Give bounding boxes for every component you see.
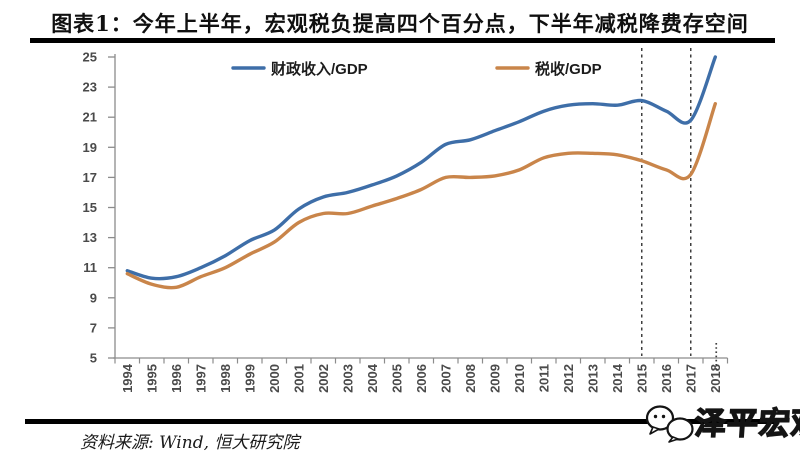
x-tick-label: 2010 xyxy=(512,364,527,393)
x-tick-label: 1995 xyxy=(144,364,159,393)
fiscal-revenue-gdp-line xyxy=(125,55,717,281)
x-tick-label: 1996 xyxy=(169,364,184,393)
x-tick-label: 2003 xyxy=(340,364,355,393)
x-tick-label: 2007 xyxy=(438,364,453,393)
y-tick-label: 9 xyxy=(90,290,97,305)
y-tick-label: 11 xyxy=(83,260,97,275)
title-divider xyxy=(30,38,775,43)
legend-label-fiscal-revenue: 财政收入/GDP xyxy=(271,60,368,78)
x-tick-label: 2005 xyxy=(389,364,404,393)
x-tick-label: 2004 xyxy=(365,363,380,393)
y-tick-label: 7 xyxy=(90,320,97,335)
y-tick-label: 25 xyxy=(83,50,97,65)
source-text: 资料来源: Wind, 恒大研究院 xyxy=(80,433,300,453)
x-tick-label: 2001 xyxy=(291,364,306,393)
dashed-vlines xyxy=(641,48,692,356)
plot-series xyxy=(125,55,717,290)
x-tick-label: 1994 xyxy=(120,363,135,393)
x-tick-label: 2015 xyxy=(634,364,649,393)
x-tick-label: 2012 xyxy=(561,364,576,393)
x-tick-label: 2011 xyxy=(536,364,551,392)
tax-gdp-line xyxy=(125,102,717,290)
x-tick-label: 2013 xyxy=(585,364,600,393)
x-tick-label: 2018 xyxy=(708,364,723,393)
x-tick-label: 2008 xyxy=(463,364,478,393)
chart-title: 图表1：今年上半年，宏观税负提高四个百分点，下半年减税降费存空间 xyxy=(51,11,749,36)
y-tick-label: 13 xyxy=(83,230,97,245)
x-tick-label: 2002 xyxy=(316,364,331,393)
x-tick-label: 2009 xyxy=(487,364,502,393)
x-tick-label: 2006 xyxy=(414,364,429,393)
legend: 财政收入/GDP 税收/GDP xyxy=(231,60,602,78)
x-tick-label: 1998 xyxy=(218,364,233,393)
legend-label-tax: 税收/GDP xyxy=(535,60,602,78)
y-tick-label: 15 xyxy=(83,200,97,215)
brand-watermark: 泽平宏观 xyxy=(645,403,800,445)
x-tick-label: 2000 xyxy=(267,364,282,393)
y-tick-label: 21 xyxy=(83,110,97,125)
x-tick-label: 1997 xyxy=(193,364,208,393)
x-tick-label: 2017 xyxy=(683,364,698,393)
brand-watermark-text: 泽平宏观 xyxy=(693,405,800,443)
y-tick-label: 5 xyxy=(90,351,97,366)
chat-bubbles-icon xyxy=(645,405,694,443)
x-tick-label: 2016 xyxy=(659,364,674,393)
y-tick-label: 23 xyxy=(83,80,97,95)
x-tick-label: 1999 xyxy=(242,364,257,393)
axes: 5 7 9 11 13 15 17 19 21 23 25 1994 1995 1996 1997 1998 1… xyxy=(83,50,729,393)
footer-divider xyxy=(25,419,775,424)
y-tick-label: 19 xyxy=(83,140,97,155)
y-tick-label: 17 xyxy=(83,170,97,185)
line-chart: 5 7 9 11 13 15 17 19 21 23 25 1994 1995 1996 1997 1998 1… xyxy=(83,48,729,393)
x-tick-label: 2014 xyxy=(610,363,625,393)
